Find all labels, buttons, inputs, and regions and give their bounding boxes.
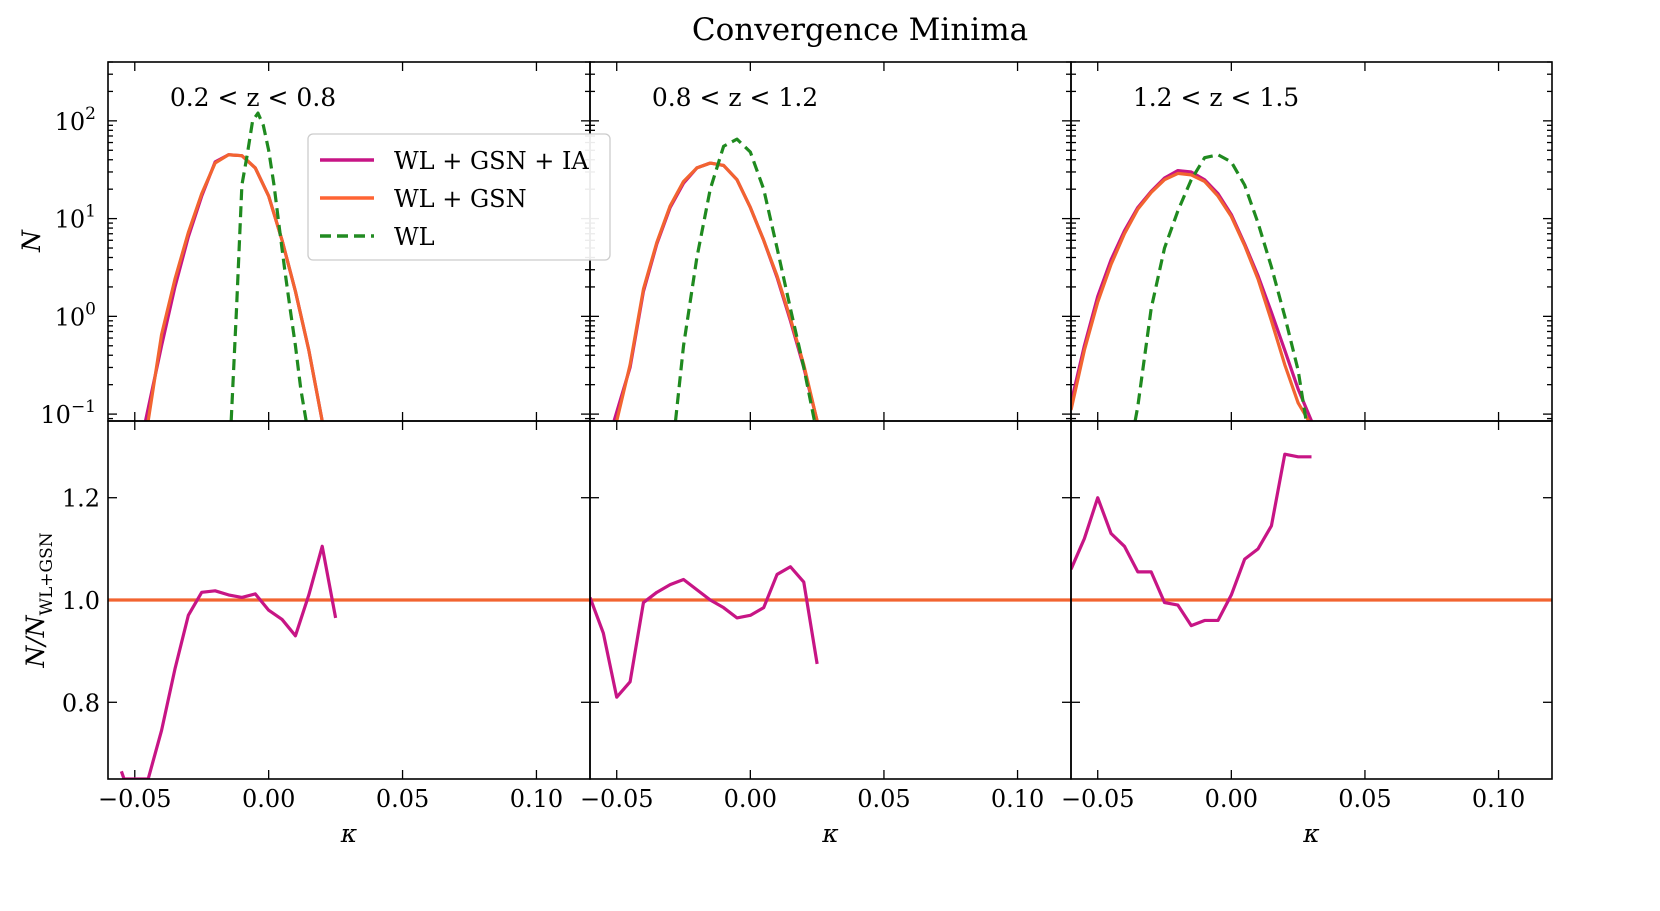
y-tick-label-top: 100: [55, 299, 96, 331]
y-tick-label-bottom: 0.8: [62, 689, 100, 717]
top-series-panel-3: [1071, 153, 1313, 421]
y-tick-label-top: 10−1: [40, 397, 96, 429]
x-tick-label: −0.05: [580, 785, 654, 813]
x-tick-label: 0.10: [510, 785, 563, 813]
x-tick-label: 0.10: [1472, 785, 1525, 813]
x-tick-label: −0.05: [1061, 785, 1135, 813]
label-layer: 0.2 < z < 0.8 −0.05 0.00 0.05 0.10 κ 0.8 < z <…: [17, 83, 1525, 848]
x-axis-label: κ: [1302, 819, 1320, 848]
y-axis-label-bottom: N/NWL+GSN: [21, 532, 57, 668]
series-wl-top: [229, 111, 308, 421]
frame-top-panel-2: [589, 61, 1072, 422]
legend-entry-label: WL + GSN + IA: [394, 147, 589, 175]
y-axis-label-top: N: [17, 229, 46, 253]
legend-entry-label: WL + GSN: [394, 185, 527, 213]
x-tick-label: 0.05: [857, 785, 910, 813]
legend-entry-label: WL: [394, 223, 435, 251]
series-wl-gsn-top: [615, 161, 819, 421]
y-tick-label-top: 102: [55, 104, 96, 136]
figure-title: Convergence Minima: [692, 12, 1028, 48]
bottom-series-panel-3: [1071, 452, 1552, 628]
x-tick-label: 0.05: [376, 785, 429, 813]
series-wl-top: [1133, 153, 1308, 421]
y-tick-label-bottom: 1.2: [62, 485, 100, 513]
x-tick-label: 0.10: [991, 785, 1044, 813]
x-tick-label: 0.00: [724, 785, 777, 813]
ratio-wl-gsn-ia-line: [590, 565, 819, 699]
ratio-wl-gsn-ia-line: [119, 544, 338, 779]
x-tick-label: −0.05: [98, 785, 172, 813]
legend: WL + GSN + IA WL + GSN WL: [307, 133, 611, 261]
ratio-wl-gsn-ia-line: [1071, 452, 1312, 628]
x-tick-label: 0.05: [1338, 785, 1391, 813]
x-tick-label: 0.00: [242, 785, 295, 813]
series-wl-gsn-top: [1071, 171, 1311, 421]
bottom-series-panel-1: [108, 544, 590, 779]
x-axis-label: κ: [340, 819, 358, 848]
bottom-series-panel-2: [590, 565, 1071, 699]
top-series-panel-1: [143, 111, 324, 421]
y-tick-label-top: 101: [55, 202, 96, 234]
panel-label-3: 1.2 < z < 1.5: [1133, 83, 1299, 112]
y-tick-label-bottom: 1.0: [62, 587, 100, 615]
frame-bottom-panel-3: [1070, 420, 1553, 780]
x-tick-label: 0.00: [1205, 785, 1258, 813]
series-wl-top: [673, 137, 817, 421]
series-wl-gsn-top: [146, 153, 324, 421]
panel-label-2: 0.8 < z < 1.2: [652, 83, 818, 112]
top-series-panel-2: [612, 137, 819, 421]
x-axis-label: κ: [821, 819, 839, 848]
panel-label-1: 0.2 < z < 0.8: [170, 83, 336, 112]
series-layer: [108, 111, 1552, 779]
legend-box: [307, 133, 611, 261]
series-wl-gsn-ia-top: [1071, 168, 1313, 421]
